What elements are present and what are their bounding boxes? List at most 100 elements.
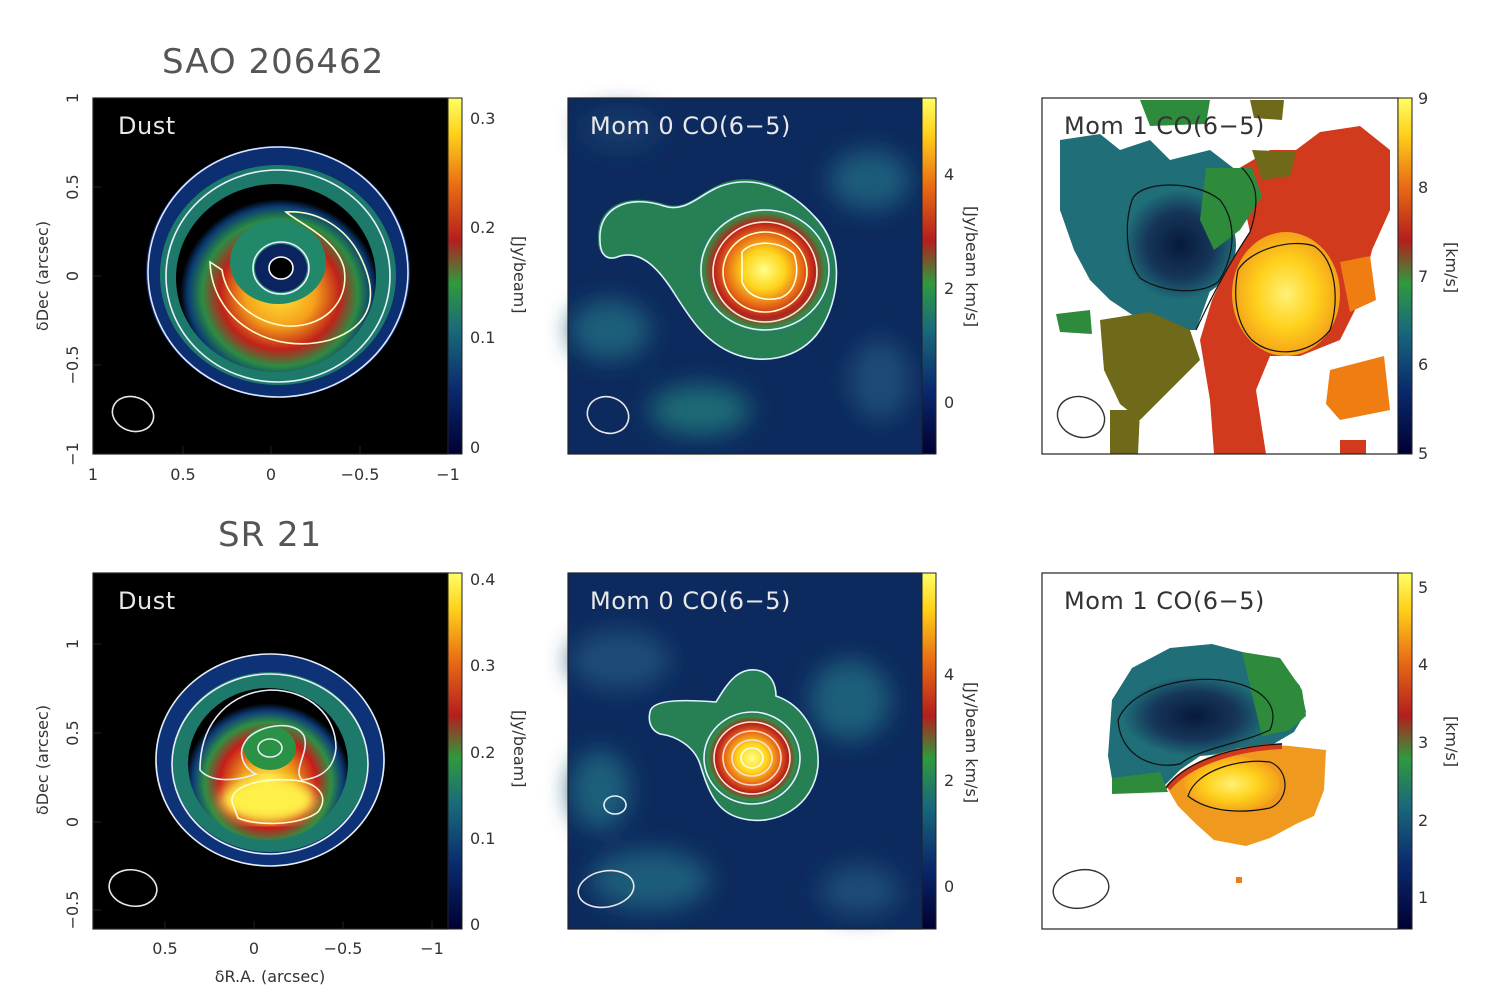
y-tick: 0: [63, 271, 82, 281]
cbar-tick: 0.3: [470, 109, 495, 128]
contour-outer: [599, 181, 838, 360]
x-tick: 0.5: [152, 939, 177, 958]
colorbar: [922, 573, 936, 929]
region-yellow: [1184, 756, 1280, 812]
colorbar-ticks: 0 0.1 0.2 0.3: [470, 109, 495, 457]
colorbar-frame: [447, 97, 463, 455]
beam-ellipse: [1056, 395, 1106, 439]
colorbar: [1398, 573, 1412, 929]
cbar-tick: 1: [1418, 888, 1428, 907]
colorbar-unit: [km/s]: [1442, 716, 1461, 767]
region-blue: [1123, 676, 1267, 756]
contour-isolated: [603, 795, 627, 815]
colorbar-ticks: 0 2 4: [944, 665, 954, 896]
x-axis-title: δR.A. (arcsec): [215, 967, 326, 986]
dust-hotspot: [220, 778, 316, 822]
object-title-sao206462: SAO 206462: [162, 42, 384, 82]
panel-sao-dust: Dust 0 0.1 0.2 0.3 [Jy/beam] 1 0.5 0 −0.…: [33, 93, 529, 484]
cbar-tick: 8: [1418, 178, 1428, 197]
x-tick: −1: [420, 939, 444, 958]
y-tick: 0.5: [63, 720, 82, 745]
beam-ellipse: [586, 395, 630, 435]
cbar-tick: 0.2: [470, 218, 495, 237]
region-orange-2: [1326, 356, 1390, 420]
cbar-tick: 3: [1418, 733, 1428, 752]
panel-label: Mom 0 CO(6−5): [590, 587, 791, 615]
region-green: [1242, 652, 1306, 736]
region-red-bottom: [1340, 440, 1366, 454]
region-green: [1200, 168, 1262, 250]
cbar-tick: 5: [1418, 578, 1428, 597]
y-axis-title: δDec (arcsec): [33, 221, 52, 331]
colorbar-frame: [921, 97, 937, 455]
contour-4: [741, 242, 798, 300]
colorbar: [448, 573, 462, 929]
contour-inner: [257, 738, 283, 758]
y-tick: 0: [63, 817, 82, 827]
colorbar-frame: [447, 572, 463, 930]
y-tick: −0.5: [63, 346, 82, 385]
y-axis-title: δDec (arcsec): [33, 705, 52, 815]
colorbar-ticks: 0 2 4: [944, 165, 954, 412]
panel-label: Mom 0 CO(6−5): [590, 112, 791, 140]
contour-3: [722, 730, 782, 786]
contour-second: [165, 169, 391, 383]
colorbar-ticks: 5 6 7 8 9: [1418, 89, 1428, 463]
contour-2: [712, 221, 818, 323]
y-tick: −1: [63, 442, 82, 466]
contour-outer: [648, 669, 819, 822]
panel-label: Mom 1 CO(6−5): [1064, 112, 1265, 140]
cbar-tick: 0: [470, 438, 480, 457]
region-green-left: [1056, 310, 1092, 334]
frame-tick-marks: [93, 186, 433, 929]
region-yellow: [1232, 232, 1340, 356]
cbar-tick: 4: [944, 665, 954, 684]
contour-zero: [1165, 743, 1283, 789]
cbar-tick: 4: [944, 165, 954, 184]
region-green-left: [1112, 772, 1168, 794]
noise-blobs: [570, 630, 900, 915]
x-tick: 0: [249, 939, 259, 958]
y-tick: 1: [63, 93, 82, 103]
contour-yellow: [1235, 242, 1336, 353]
cbar-tick: 0.4: [470, 570, 495, 589]
cbar-tick: 0: [470, 915, 480, 934]
colorbar-unit: [Jy/beam]: [510, 236, 529, 313]
x-tick-labels: 1 0.5 0 −0.5 −1: [88, 465, 460, 484]
cbar-tick: 0.1: [470, 328, 495, 347]
colorbar-ticks: 1 2 3 4 5: [1418, 578, 1428, 907]
cbar-tick: 0: [944, 877, 954, 896]
colorbar-unit: [km/s]: [1442, 242, 1461, 293]
y-tick-labels: −0.5 0 0.5 1: [63, 639, 82, 930]
region-green-top: [1140, 100, 1210, 126]
cbar-tick: 9: [1418, 89, 1428, 108]
colorbar: [922, 98, 936, 454]
region-olive-3: [1252, 150, 1296, 180]
cbar-tick: 2: [944, 279, 954, 298]
object-title-sr21: SR 21: [218, 515, 322, 555]
x-tick: −1: [436, 465, 460, 484]
y-tick-labels: −1 −0.5 0 0.5 1: [63, 93, 82, 466]
panel-sr21-dust: Dust 0 0.1 0.2 0.3 0.4 [Jy/beam] 0.5 0 −…: [33, 570, 529, 986]
region-orange-1: [1340, 256, 1376, 312]
cbar-tick: 4: [1418, 655, 1428, 674]
colorbar-frame: [1397, 97, 1413, 455]
contour-5: [740, 747, 764, 769]
contour-zero: [1195, 167, 1257, 331]
cbar-tick: 0.3: [470, 656, 495, 675]
colorbar: [448, 98, 462, 454]
cbar-tick: 5: [1418, 444, 1428, 463]
panel-sr21-mom0: Mom 0 CO(6−5) 0 2 4 [Jy/beam km/s]: [567, 572, 981, 930]
isolated-pixel: [1236, 877, 1242, 883]
y-tick: 0.5: [63, 174, 82, 199]
contour-cavity: [252, 241, 310, 295]
contour-cavity-inner: [268, 256, 294, 280]
cbar-tick: 2: [944, 771, 954, 790]
beam-ellipse: [1052, 868, 1110, 910]
colorbar-frame: [921, 572, 937, 930]
contour-3: [722, 231, 808, 313]
panel-label: Mom 1 CO(6−5): [1064, 587, 1265, 615]
contour-horseshoe: [199, 689, 337, 781]
panel-label: Dust: [118, 112, 176, 140]
